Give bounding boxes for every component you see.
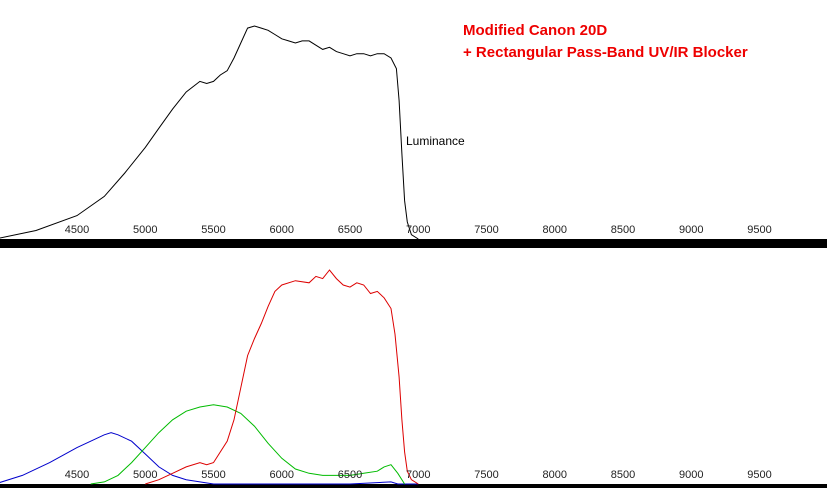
x-tick-label: 6000 (270, 469, 294, 481)
luminance-plot-area (0, 0, 827, 239)
luminance-series-line (0, 25, 419, 240)
rgb-channels-panel: 4500 5000 5500 6000 6500 7000 7500 8000 8500 9000… (0, 248, 827, 485)
rgb-series-layer (0, 269, 419, 485)
rgb-plot-area (0, 248, 827, 484)
luminance-series-label: Luminance (406, 134, 465, 148)
x-tick-label: 5500 (201, 469, 225, 481)
x-tick-label: 9500 (747, 224, 771, 236)
x-tick-label: 8500 (611, 224, 635, 236)
x-tick-label: 5500 (201, 224, 225, 236)
x-tick-label: 9500 (747, 469, 771, 481)
x-tick-label: 8000 (543, 469, 567, 481)
x-tick-label: 9000 (679, 469, 703, 481)
blue-series-line (0, 432, 419, 485)
x-tick-label: 8500 (611, 469, 635, 481)
x-tick-label: 6500 (338, 469, 362, 481)
x-tick-label: 5000 (133, 224, 157, 236)
x-tick-label: 7500 (474, 224, 498, 236)
green-series-line (90, 404, 406, 485)
x-tick-label: 7000 (406, 469, 430, 481)
chart-subtitle: + Rectangular Pass-Band UV/IR Blocker (463, 44, 748, 61)
chart-title: Modified Canon 20D (463, 22, 607, 39)
rgb-tick-labels: 4500 5000 5500 6000 6500 7000 7500 8000 8500 9000… (65, 469, 772, 481)
x-tick-label: 6500 (338, 224, 362, 236)
x-tick-label: 5000 (133, 469, 157, 481)
x-tick-label: 6000 (270, 224, 294, 236)
luminance-tick-labels: 4500 5000 5500 6000 6500 7000 7500 8000 8500 9000… (65, 224, 772, 236)
x-tick-label: 7500 (474, 469, 498, 481)
red-series-line (145, 269, 419, 485)
x-tick-label: 7000 (406, 224, 430, 236)
x-tick-label: 8000 (543, 224, 567, 236)
x-tick-label: 4500 (65, 469, 89, 481)
x-tick-label: 9000 (679, 224, 703, 236)
luminance-series-layer (0, 25, 419, 240)
x-tick-label: 4500 (65, 224, 89, 236)
luminance-panel: 4500 5000 5500 6000 6500 7000 7500 8000 8500 9000… (0, 0, 827, 240)
